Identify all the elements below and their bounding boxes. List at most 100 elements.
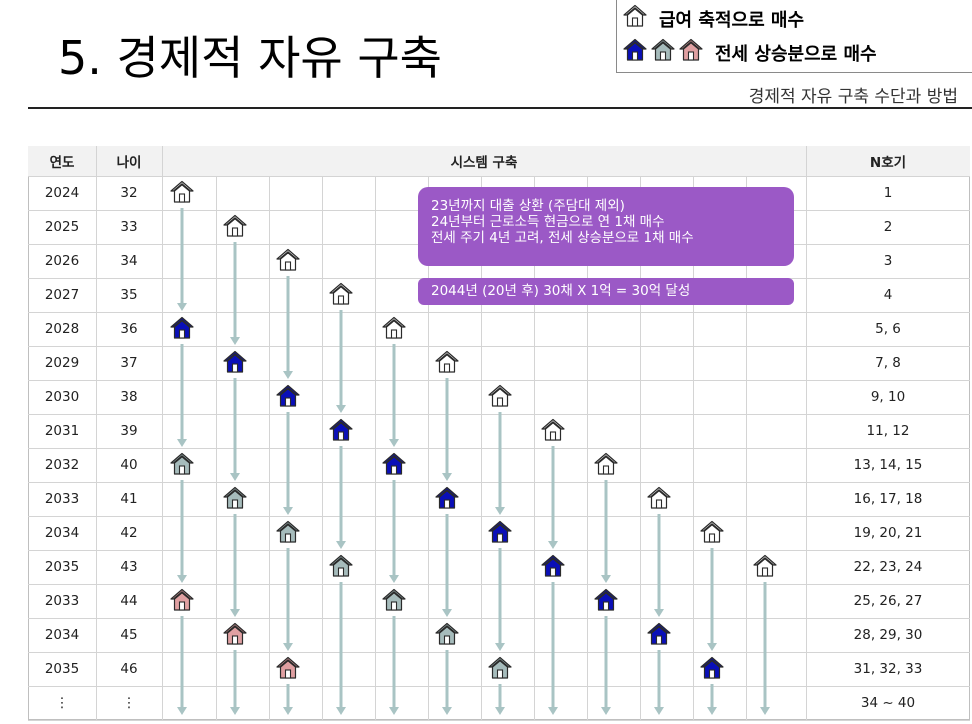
arrow-head	[442, 609, 452, 617]
cell-year: 2027	[44, 287, 80, 303]
arrow-head	[601, 575, 611, 583]
cell-year: 2028	[44, 321, 80, 337]
cell-n: 4	[883, 287, 893, 303]
cell-year: 2033	[44, 593, 80, 609]
header-year: 연도	[28, 146, 96, 176]
house-pink-icon	[276, 656, 300, 680]
house-outline-icon	[623, 4, 651, 33]
house-blue-icon	[435, 486, 459, 510]
column-divider	[428, 176, 429, 720]
house-pink-icon	[223, 622, 247, 646]
arrow-head	[707, 643, 717, 651]
cell-age: 44	[120, 593, 138, 609]
house-gray-icon	[276, 520, 300, 544]
column-divider	[96, 146, 97, 720]
house-blue-icon	[382, 452, 406, 476]
arrow-head	[336, 541, 346, 549]
legend-box: 급여 축적으로 매수 전세 상승분으로 매수	[616, 0, 972, 73]
house-blue-icon	[594, 588, 618, 612]
arrow-head	[177, 707, 187, 715]
house-blue-icon	[700, 656, 724, 680]
cell-age: 38	[120, 389, 138, 405]
row-divider	[28, 312, 970, 313]
arrow-head	[442, 707, 452, 715]
cell-n: 13, 14, 15	[853, 457, 923, 473]
cell-n: 25, 26, 27	[853, 593, 923, 609]
house-gray-icon	[488, 656, 512, 680]
arrow-head	[601, 707, 611, 715]
column-divider	[806, 146, 807, 720]
house-outline-icon	[541, 418, 565, 442]
house-blue-icon	[170, 316, 194, 340]
cell-year: 2030	[44, 389, 80, 405]
cell-age: 46	[120, 661, 138, 677]
arrow-head	[495, 643, 505, 651]
cell-age: 35	[120, 287, 138, 303]
header-age: 나이	[96, 146, 162, 176]
cell-age: 43	[120, 559, 138, 575]
row-divider	[28, 176, 970, 177]
house-pink-icon	[170, 588, 194, 612]
arrow-head	[548, 541, 558, 549]
column-divider	[587, 176, 588, 720]
house-gray-icon	[329, 554, 353, 578]
arrow-head	[442, 473, 452, 481]
cell-n: 22, 23, 24	[853, 559, 923, 575]
arrow-head	[283, 371, 293, 379]
arrow-head	[283, 643, 293, 651]
house-outline-icon	[488, 384, 512, 408]
arrow-head	[548, 707, 558, 715]
column-divider	[746, 176, 747, 720]
cell-age: ⋮	[122, 695, 136, 711]
note-plan-line-2: 24년부터 근로소득 현금으로 연 1채 매수	[431, 214, 665, 230]
cell-n: 34 ~ 40	[860, 695, 916, 711]
arrow-head	[495, 507, 505, 515]
cell-n: 11, 12	[866, 423, 910, 439]
arrow-head	[177, 575, 187, 583]
arrow-head	[389, 707, 399, 715]
column-divider	[375, 176, 376, 720]
note-plan-line-3: 전세 주기 4년 고려, 전세 상승분으로 1채 매수	[431, 230, 694, 246]
house-gray-icon	[382, 588, 406, 612]
cell-age: 42	[120, 525, 138, 541]
page-subtitle: 경제적 자유 구축 수단과 방법	[748, 87, 958, 107]
row-divider	[28, 516, 970, 517]
cell-n: 1	[883, 185, 893, 201]
cell-n: 31, 32, 33	[853, 661, 923, 677]
house-gray-icon	[223, 486, 247, 510]
cell-n: 7, 8	[875, 355, 901, 371]
cell-year: 2029	[44, 355, 80, 371]
column-divider	[534, 176, 535, 720]
arrow-head	[230, 609, 240, 617]
column-divider	[640, 176, 641, 720]
house-outline-icon	[276, 248, 300, 272]
cell-age: 45	[120, 627, 138, 643]
cell-n: 2	[883, 219, 893, 235]
note-plan-line-1: 23년까지 대출 상환 (주담대 제외)	[431, 198, 625, 214]
house-outline-icon	[753, 554, 777, 578]
cell-year: 2035	[44, 661, 80, 677]
column-divider	[693, 176, 694, 720]
cell-age: 39	[120, 423, 138, 439]
cell-year: 2034	[44, 525, 80, 541]
title-underline	[28, 107, 972, 109]
arrow-head	[707, 707, 717, 715]
note-goal: 2044년 (20년 후) 30채 X 1억 = 30억 달성	[418, 278, 794, 305]
house-outline-icon	[435, 350, 459, 374]
column-divider	[216, 176, 217, 720]
arrow-head	[654, 707, 664, 715]
flow-arrows	[177, 208, 770, 715]
house-blue-icon	[223, 350, 247, 374]
cell-year: 2032	[44, 457, 80, 473]
cell-age: 36	[120, 321, 138, 337]
arrow-head	[389, 575, 399, 583]
house-gray-icon	[435, 622, 459, 646]
arrow-head	[283, 507, 293, 515]
house-outline-icon	[170, 180, 194, 204]
cell-age: 34	[120, 253, 138, 269]
column-divider	[322, 176, 323, 720]
arrow-head	[283, 707, 293, 715]
cell-n: 9, 10	[870, 389, 906, 405]
house-blue-icon	[488, 520, 512, 544]
arrow-head	[654, 609, 664, 617]
